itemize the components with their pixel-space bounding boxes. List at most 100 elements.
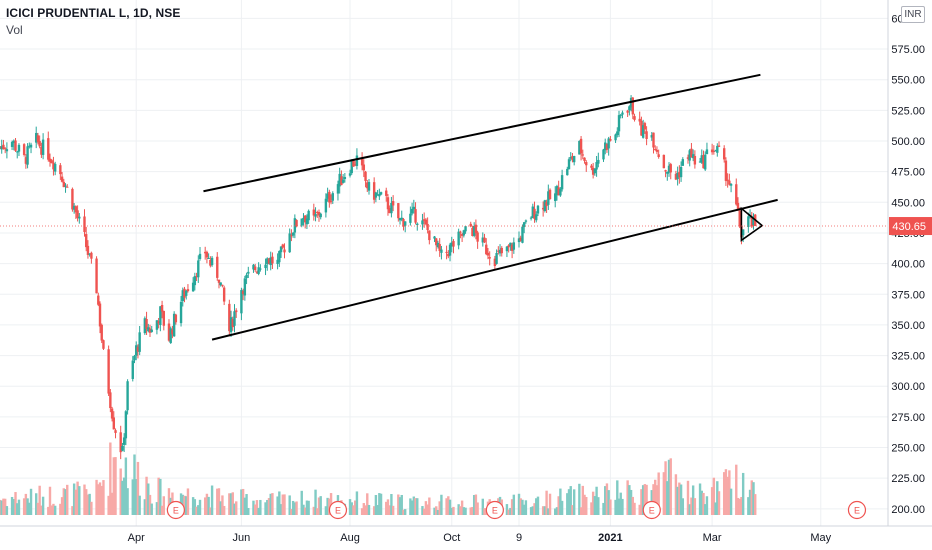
candle-body — [509, 242, 512, 247]
candle-body — [71, 188, 74, 210]
candle-body — [416, 223, 419, 225]
volume-bar — [428, 497, 431, 515]
volume-bar — [183, 495, 186, 515]
volume-bar — [626, 480, 629, 515]
candle-body — [679, 166, 683, 178]
candle-body — [279, 246, 283, 253]
candle-body — [48, 158, 52, 162]
candle-body — [355, 155, 359, 166]
candle-body — [197, 260, 200, 278]
candle-body — [217, 279, 221, 283]
volume-bar — [643, 484, 647, 515]
candle-body — [667, 165, 671, 173]
last-price-label: 430.65 — [892, 221, 926, 233]
candle-body — [462, 230, 466, 236]
volume-bar — [36, 502, 40, 515]
volume-bar — [233, 503, 236, 515]
candle-body — [412, 206, 416, 210]
candle-body — [626, 110, 629, 113]
candle-body — [186, 289, 190, 292]
volume-bar — [519, 498, 522, 515]
candle-body — [66, 186, 69, 188]
volume-bar — [397, 494, 400, 515]
volume-bar — [590, 502, 593, 515]
volume-bar — [402, 509, 405, 515]
candle-body — [22, 144, 26, 155]
candle-body — [376, 194, 379, 196]
price-tick-label: 250.00 — [891, 443, 925, 455]
candle-body — [138, 332, 141, 352]
volume-bar — [669, 458, 672, 515]
candle-body — [476, 232, 479, 242]
candle-body — [198, 253, 202, 259]
candle-body — [162, 311, 166, 326]
volume-bar — [702, 492, 705, 515]
earnings-marker-label: E — [854, 506, 860, 516]
volume-bar — [462, 507, 466, 515]
volume-bar — [138, 495, 141, 515]
candle-body — [216, 256, 219, 278]
volume-bar — [754, 494, 757, 515]
volume-bar — [740, 496, 743, 515]
candle-body — [290, 235, 293, 237]
candle-body — [614, 134, 617, 141]
candle-body — [148, 328, 152, 333]
candle-body — [3, 148, 7, 150]
volume-bar — [148, 494, 152, 515]
candle-body — [541, 207, 545, 210]
candle-body — [283, 249, 286, 253]
candle-body — [83, 216, 86, 232]
candle-body — [557, 187, 560, 196]
candle-body — [167, 323, 171, 341]
volume-bar — [424, 501, 428, 515]
channel-upper-line — [203, 73, 761, 193]
volume-bar — [529, 507, 533, 515]
volume-bar — [521, 499, 524, 515]
candle-body — [435, 238, 438, 246]
candle-body — [676, 172, 679, 180]
candle-body — [628, 106, 631, 111]
candle-body — [145, 319, 148, 329]
volume-bar — [645, 484, 648, 515]
volume-bar — [447, 496, 450, 515]
candle-body — [402, 219, 405, 227]
volume-bar — [472, 495, 476, 515]
time-axis[interactable]: Apr Jun Aug Oct 9 2021 Mar May — [0, 525, 932, 544]
volume-bar — [533, 503, 536, 515]
volume-bar — [252, 500, 255, 515]
candle-body — [728, 180, 731, 185]
volume-bar — [597, 497, 600, 515]
volume-bar — [628, 485, 631, 515]
volume-bar — [155, 502, 159, 515]
volume-bar — [679, 484, 683, 515]
volume-bar — [452, 506, 455, 515]
time-tick-label: Jun — [233, 532, 251, 544]
candle-body — [222, 287, 226, 302]
volume-bar — [198, 499, 202, 515]
volume-bar — [76, 481, 79, 515]
volume-bar — [674, 474, 678, 515]
price-axis[interactable]: 200.00 225.00 250.00 275.00 300.00 325.00 350.… — [887, 0, 932, 526]
candle-body — [404, 221, 407, 226]
volume-bar — [114, 457, 117, 515]
candle-body — [119, 432, 122, 453]
volume-bar — [10, 496, 14, 515]
candle-body — [483, 237, 486, 243]
grid-lines — [0, 0, 888, 526]
volume-bar — [74, 489, 78, 515]
time-tick-label: Mar — [703, 532, 722, 544]
volume-bar — [219, 501, 222, 515]
earnings-marker — [485, 500, 504, 520]
candle-body — [569, 157, 572, 159]
currency-button[interactable]: INR — [901, 6, 925, 23]
candle-body — [398, 217, 402, 221]
trendline-drawings[interactable] — [0, 73, 888, 341]
candle-body — [686, 157, 690, 159]
volume-bar — [3, 498, 7, 515]
volume-bar — [469, 507, 472, 515]
volume-bar — [150, 503, 153, 515]
volume-bar — [507, 509, 510, 515]
volume-bar — [295, 501, 298, 515]
